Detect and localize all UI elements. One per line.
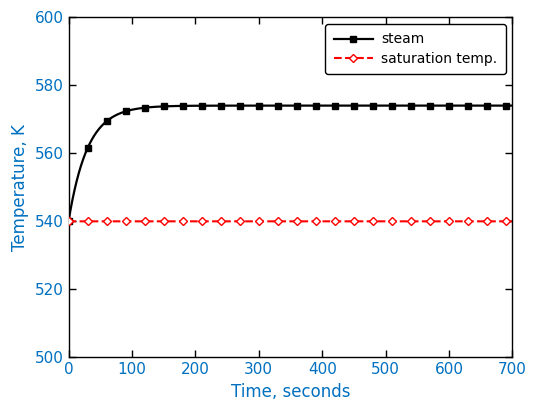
X-axis label: Time, seconds: Time, seconds [231, 383, 350, 401]
Legend: steam, saturation temp.: steam, saturation temp. [325, 24, 506, 74]
Y-axis label: Temperature, K: Temperature, K [11, 124, 29, 251]
